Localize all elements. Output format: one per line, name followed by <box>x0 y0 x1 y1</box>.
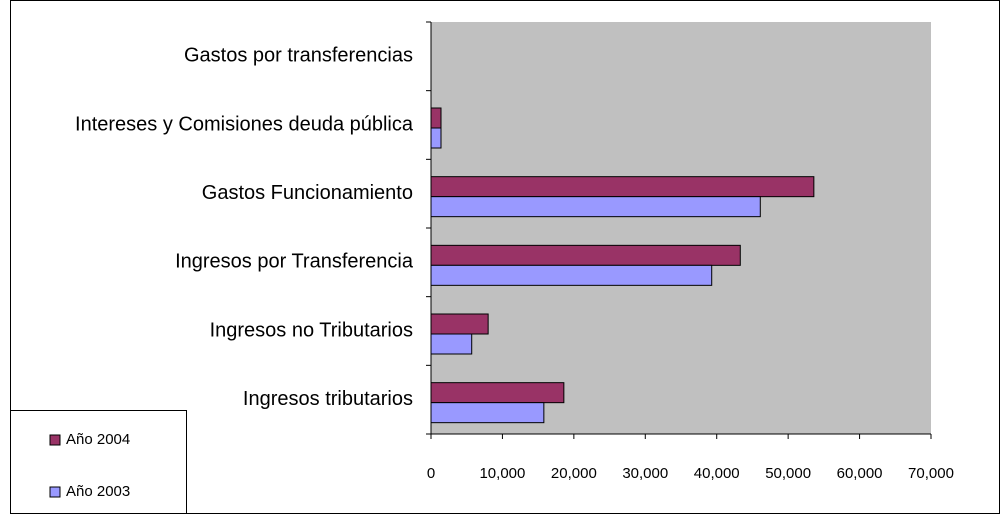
legend-label: Año 2003 <box>66 483 130 500</box>
x-tick-label: 40,000 <box>694 465 740 482</box>
y-tick-label: Intereses y Comisiones deuda pública <box>75 113 414 135</box>
x-tick-label: 20,000 <box>551 465 597 482</box>
bar <box>430 264 713 286</box>
bar <box>430 382 565 404</box>
bar <box>430 244 741 266</box>
y-tick-label: Ingresos por Transferencia <box>175 251 414 273</box>
x-tick-label: 70,000 <box>908 465 954 482</box>
bar <box>430 313 489 335</box>
plot-area <box>431 22 931 434</box>
legend-swatch <box>49 486 61 498</box>
x-tick-label: 0 <box>427 465 435 482</box>
y-tick-label: Gastos Funcionamiento <box>202 182 413 204</box>
bar <box>430 402 545 424</box>
legend-label: Año 2004 <box>66 431 130 448</box>
legend-swatch <box>49 434 61 446</box>
x-tick-label: 50,000 <box>765 465 811 482</box>
legend-box <box>10 410 187 514</box>
x-tick-label: 60,000 <box>837 465 883 482</box>
y-tick-label: Ingresos tributarios <box>243 388 413 410</box>
bar <box>430 127 442 149</box>
bar <box>430 196 761 218</box>
bar <box>430 333 473 355</box>
x-tick-label: 10,000 <box>479 465 525 482</box>
x-tick-label: 30,000 <box>622 465 668 482</box>
y-tick-label: Ingresos no Tributarios <box>210 319 413 341</box>
bar <box>430 107 442 129</box>
bar <box>430 176 815 198</box>
y-tick-label: Gastos por transferencias <box>184 45 413 67</box>
